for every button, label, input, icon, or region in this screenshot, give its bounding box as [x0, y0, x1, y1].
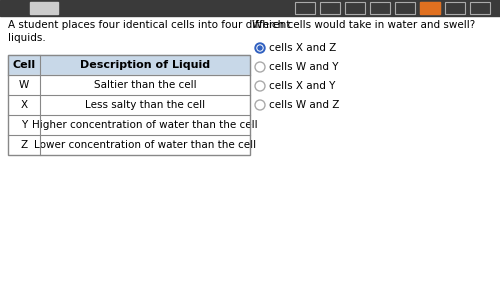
Circle shape: [258, 46, 262, 50]
Bar: [8, 75, 250, 95]
Text: Description of Liquid: Description of Liquid: [80, 60, 210, 70]
Bar: [470, 2, 490, 14]
Text: cells X and Y: cells X and Y: [269, 81, 336, 91]
Bar: [395, 2, 415, 14]
Bar: [8, 55, 250, 75]
Bar: [295, 2, 315, 14]
Bar: [8, 115, 250, 135]
Text: Saltier than the cell: Saltier than the cell: [94, 80, 196, 90]
Bar: [370, 2, 390, 14]
Text: cells X and Z: cells X and Z: [269, 43, 336, 53]
Text: Higher concentration of water than the cell: Higher concentration of water than the c…: [32, 120, 258, 130]
Text: Lower concentration of water than the cell: Lower concentration of water than the ce…: [34, 140, 256, 150]
Text: Cell: Cell: [12, 60, 36, 70]
Text: A student places four identical cells into four different
liquids.: A student places four identical cells in…: [8, 20, 290, 43]
Bar: [420, 2, 440, 14]
Bar: [30, 2, 58, 14]
Bar: [8, 55, 250, 155]
Text: Less salty than the cell: Less salty than the cell: [85, 100, 205, 110]
Circle shape: [255, 43, 265, 53]
Bar: [445, 2, 465, 14]
Text: Y: Y: [21, 120, 27, 130]
Bar: [8, 95, 250, 115]
Bar: [0, 0, 500, 16]
Bar: [420, 2, 440, 14]
Text: Z: Z: [20, 140, 28, 150]
Bar: [320, 2, 340, 14]
Text: cells W and Y: cells W and Y: [269, 62, 338, 72]
Bar: [345, 2, 365, 14]
Text: X: X: [20, 100, 28, 110]
Text: Which cells would take in water and swell?: Which cells would take in water and swel…: [252, 20, 475, 30]
Circle shape: [257, 45, 263, 51]
Text: W: W: [19, 80, 29, 90]
Text: cells W and Z: cells W and Z: [269, 100, 340, 110]
Bar: [8, 135, 250, 155]
